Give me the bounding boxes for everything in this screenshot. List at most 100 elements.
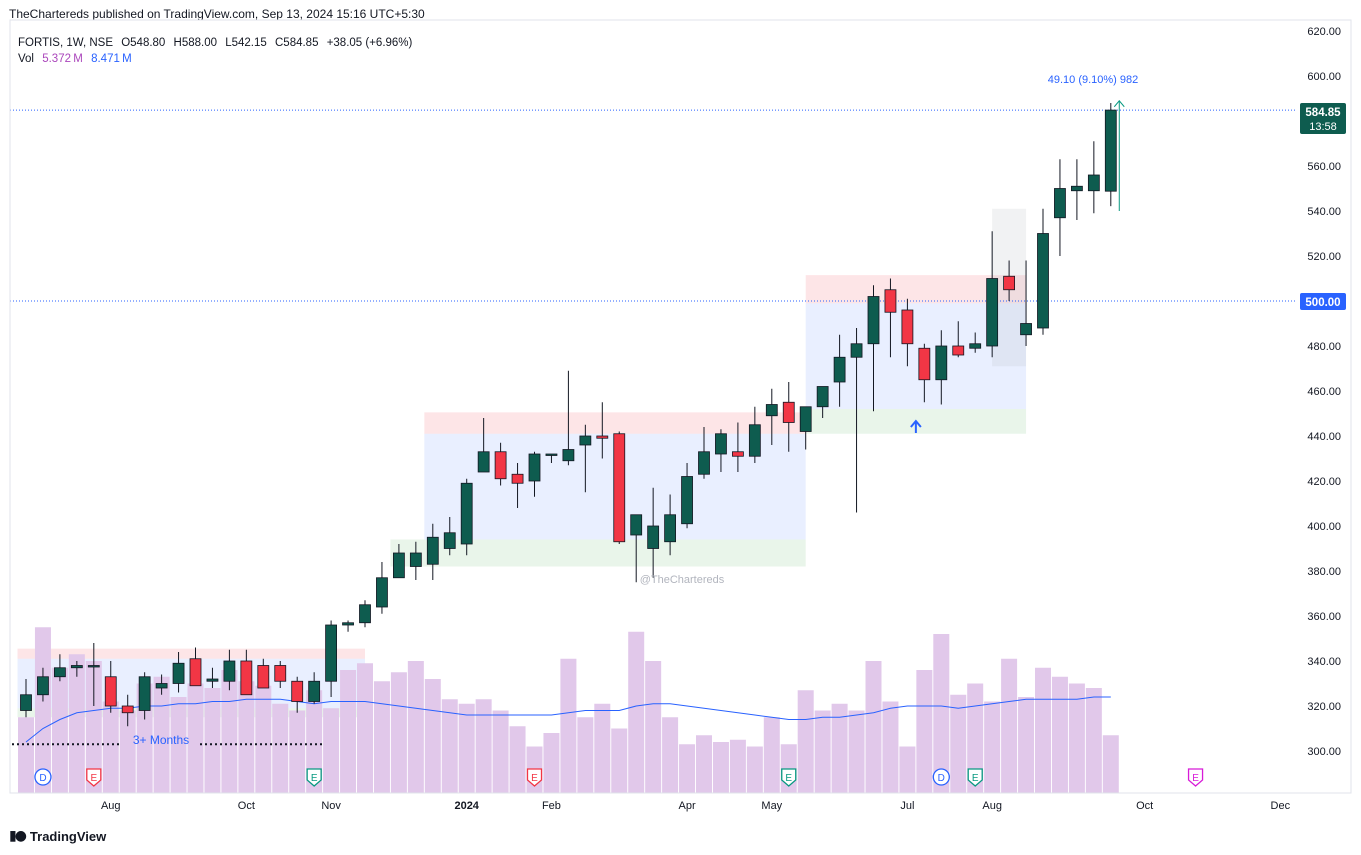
volume-bar [797, 690, 814, 793]
event-marker-label: E [311, 773, 318, 784]
tradingview-footer[interactable]: ▮● TradingView [9, 828, 106, 844]
earnings-event-icon: E [967, 768, 983, 787]
candle-body [664, 514, 676, 543]
symbol-label[interactable]: FORTIS, 1W, NSE [18, 37, 113, 49]
volume-bar [696, 735, 712, 793]
volume-bar [34, 627, 51, 793]
level-value: 500.00 [1305, 297, 1340, 309]
volume-bar [373, 681, 390, 793]
ohlc-row: FORTIS, 1W, NSE O548.80 H588.00 L542.15 … [18, 35, 417, 51]
candle-layer[interactable] [20, 103, 1117, 727]
event-marker-label: D [938, 773, 945, 784]
volume-bar [1001, 658, 1018, 793]
dividend-event-icon: D [932, 768, 950, 786]
volume-bar [170, 697, 187, 793]
candle-body [325, 624, 338, 682]
price-tick-label: 340.00 [1307, 656, 1341, 668]
candle-body [833, 356, 846, 383]
candle-body [884, 289, 897, 313]
volume-bar [577, 717, 594, 793]
event-marker-shape [781, 768, 797, 787]
volume-bar [238, 681, 255, 793]
volume-ma-value: 8.471 M [91, 53, 132, 65]
up-arrow-head-icon [910, 419, 922, 428]
time-tick-label: Oct [1136, 800, 1153, 812]
time-tick-label: Jul [900, 800, 914, 812]
volume-bar [933, 634, 950, 793]
countdown-value: 13:58 [1309, 121, 1337, 133]
zone-supply [17, 648, 366, 659]
volume-label[interactable]: Vol [18, 53, 34, 65]
time-tick-label: 2024 [454, 800, 479, 812]
volume-bar [628, 631, 645, 793]
candle-body [545, 453, 558, 456]
candle-body [952, 345, 965, 356]
volume-bar [645, 661, 662, 793]
volume-bar [882, 701, 899, 793]
volume-bar [1085, 688, 1102, 793]
time-tick-label: Aug [101, 800, 121, 812]
candle-body [206, 678, 219, 682]
volume-bar [831, 703, 848, 793]
candle-body [291, 680, 304, 702]
candle-body [562, 449, 575, 462]
candle-body [426, 536, 439, 565]
volume-bar [1018, 697, 1035, 793]
price-tick-label: 420.00 [1307, 476, 1341, 488]
candle-body [765, 404, 778, 417]
high-value: H588.00 [173, 37, 218, 49]
volume-bar [662, 717, 679, 793]
candle-body [579, 435, 592, 446]
candle-body [460, 482, 473, 545]
volume-bar [18, 717, 34, 793]
event-marker-label: E [531, 773, 538, 784]
candle-body [70, 665, 83, 669]
volume-bar [848, 710, 865, 793]
tradingview-logo-icon: ▮● [9, 828, 27, 844]
volume-bar [340, 670, 357, 793]
time-tick-label: Dec [1271, 800, 1291, 812]
volume-bar [763, 717, 780, 793]
candle-body [121, 705, 134, 714]
event-marker-label: E [1192, 773, 1199, 784]
earnings-event-icon: E [86, 768, 102, 787]
earnings-event-icon: E [1187, 768, 1204, 787]
candle-body [613, 433, 626, 543]
price-tick-label: 360.00 [1307, 611, 1341, 623]
candle-body [1037, 233, 1049, 329]
candle-body [1020, 323, 1032, 336]
volume-bar [306, 690, 323, 793]
volume-bar [102, 701, 119, 793]
candle-body [308, 680, 321, 702]
event-marker-label: E [785, 773, 792, 784]
zones-layer [17, 208, 1027, 718]
volume-bar [712, 742, 729, 793]
volume-bar [594, 703, 611, 793]
candle-body [342, 622, 354, 626]
time-tick-label: Nov [321, 800, 341, 812]
volume-bar [1068, 683, 1085, 793]
candle-body [155, 683, 168, 689]
open-value: O548.80 [121, 37, 166, 49]
volume-bar [543, 733, 560, 793]
event-marker-shape [967, 768, 983, 787]
event-marker-shape [526, 768, 543, 787]
candle-body [511, 473, 524, 484]
candle-body [274, 665, 287, 682]
volume-bar [51, 667, 68, 793]
volume-value: 5.372 M [42, 53, 83, 65]
earnings-event-icon: E [781, 768, 797, 787]
candle-body [918, 347, 931, 381]
candle-body [376, 577, 388, 608]
candle-body [935, 345, 948, 381]
footer-label: TradingView [29, 828, 107, 844]
price-tick-label: 600.00 [1307, 71, 1341, 83]
earnings-event-icon: E [526, 768, 543, 787]
event-marker-shape [1187, 768, 1204, 787]
volume-bar [492, 710, 509, 793]
measure-label: 49.10 (9.10%) 982 [1048, 74, 1139, 86]
watermark: @TheChartereds [640, 574, 725, 586]
price-tick-label: 320.00 [1307, 701, 1341, 713]
candle-body [1003, 275, 1015, 291]
